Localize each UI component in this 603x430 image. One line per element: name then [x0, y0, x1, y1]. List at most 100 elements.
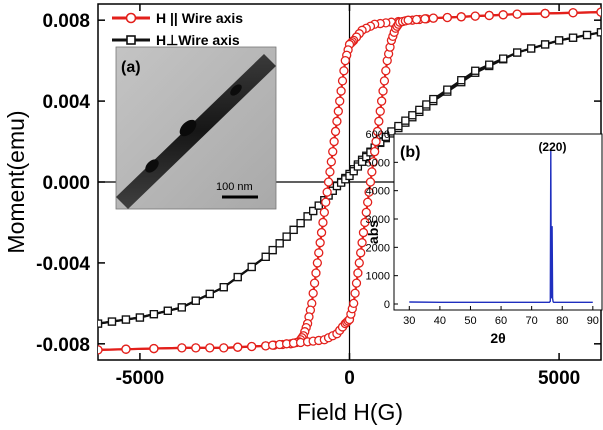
- inset-y-tick-label: 4000: [366, 186, 390, 198]
- y-axis-label: Moment(emu): [3, 110, 29, 253]
- inset-x-tick-label: 50: [464, 315, 476, 327]
- data-point: [149, 310, 159, 319]
- data-point: [365, 177, 376, 187]
- data-point: [261, 252, 270, 261]
- inset-a-tem-image: (a) 100 nm: [115, 46, 277, 210]
- data-point: [378, 86, 388, 96]
- data-point: [456, 12, 466, 22]
- data-point: [121, 315, 131, 324]
- inset-x-tick-label: 60: [495, 315, 507, 327]
- data-point: [498, 10, 508, 20]
- data-point: [568, 8, 578, 18]
- data-point: [596, 28, 601, 37]
- data-point: [429, 94, 438, 104]
- data-point: [339, 66, 349, 76]
- inset-y-tick-label: 6000: [366, 129, 390, 141]
- data-point: [328, 147, 338, 157]
- inset-y-tick-label: 0: [384, 299, 390, 311]
- data-point: [336, 86, 346, 96]
- main-axes-ticks: -0.008 -0.004 0.000 0.004 0.008 -5000 0 5000: [36, 4, 601, 389]
- data-point: [442, 12, 452, 23]
- inset-x-tick-label: 40: [434, 315, 446, 327]
- data-point: [107, 317, 117, 326]
- data-point: [219, 343, 229, 353]
- data-point: [420, 14, 430, 24]
- data-point: [484, 10, 494, 21]
- x-tick-label: 0: [344, 368, 355, 389]
- data-point: [350, 288, 360, 298]
- inset-x-tick-label: 80: [556, 315, 568, 327]
- data-point: [311, 268, 321, 278]
- peak-label: (220): [538, 140, 566, 154]
- legend-marker-square: [126, 35, 136, 45]
- data-point: [379, 76, 390, 86]
- data-point: [387, 127, 396, 136]
- data-point: [568, 33, 578, 42]
- inset-b-label: (b): [400, 144, 420, 161]
- nanowire-dark-spot: [145, 159, 159, 173]
- data-point: [340, 55, 350, 66]
- data-point: [312, 258, 323, 268]
- data-point: [309, 206, 318, 216]
- y-tick-label: 0.008: [42, 11, 90, 32]
- data-point: [512, 9, 522, 19]
- data-point: [314, 201, 323, 210]
- data-point: [408, 111, 417, 120]
- data-point: [349, 298, 359, 309]
- data-point: [371, 136, 381, 147]
- data-point: [309, 278, 320, 288]
- data-point: [403, 15, 413, 25]
- data-point: [205, 289, 214, 299]
- xrd-series: [409, 149, 593, 303]
- data-point: [351, 278, 362, 288]
- data-point: [375, 106, 385, 116]
- data-point: [205, 343, 215, 353]
- data-point: [353, 162, 363, 171]
- data-point: [275, 239, 284, 248]
- inset-y-tick-label: 2000: [366, 242, 390, 254]
- data-point: [401, 116, 410, 125]
- inset-y-tick-label: 1000: [366, 271, 390, 283]
- data-point: [177, 303, 186, 312]
- data-point: [98, 319, 103, 328]
- inset-a-label: (a): [121, 59, 141, 76]
- data-point: [337, 76, 348, 86]
- data-point: [381, 132, 390, 141]
- data-point: [329, 136, 339, 147]
- scale-bar-label: 100 nm: [216, 181, 253, 193]
- data-point: [364, 187, 374, 197]
- data-point: [513, 48, 522, 57]
- data-point: [135, 313, 145, 322]
- data-point: [381, 66, 391, 76]
- y-tick-label: 0.000: [42, 173, 90, 194]
- data-point: [357, 157, 367, 166]
- y-tick-label: -0.004: [36, 254, 90, 275]
- inset-y-tick-label: 3000: [366, 214, 390, 226]
- y-tick-label: 0.004: [42, 92, 90, 113]
- data-point: [333, 106, 343, 116]
- data-point: [319, 207, 330, 217]
- x-axis-label: Field H(G): [297, 399, 403, 425]
- data-point: [314, 248, 324, 258]
- data-point: [415, 105, 424, 115]
- data-point: [98, 345, 103, 355]
- data-point: [316, 227, 327, 238]
- data-point: [330, 126, 341, 137]
- data-point: [332, 116, 342, 126]
- data-point: [335, 96, 345, 106]
- data-point: [149, 343, 159, 354]
- data-point: [177, 343, 187, 353]
- data-point: [282, 232, 291, 241]
- data-point: [326, 157, 336, 167]
- data-point: [303, 212, 312, 221]
- x-tick-label: -5000: [116, 368, 165, 389]
- legend: H || Wire axis H⊥Wire axis: [112, 10, 243, 48]
- data-point: [322, 187, 332, 197]
- data-point: [471, 66, 480, 75]
- data-point: [323, 177, 334, 187]
- data-point: [247, 341, 257, 352]
- data-point: [540, 40, 550, 49]
- data-point: [354, 258, 364, 268]
- inset-y-tick-label: 5000: [366, 157, 390, 169]
